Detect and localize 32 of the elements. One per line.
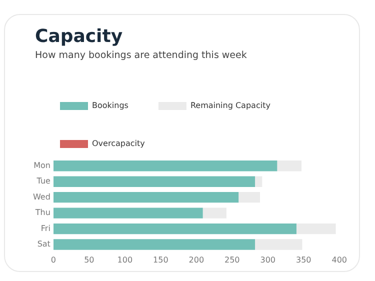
bar bbox=[296, 223, 336, 234]
legend-label: Bookings bbox=[92, 101, 128, 110]
chart-title: Capacity bbox=[35, 26, 123, 47]
y-tick-label: Sat bbox=[37, 240, 50, 249]
y-tick-label: Tue bbox=[36, 176, 51, 186]
x-tick-label: 300 bbox=[260, 255, 276, 264]
y-tick-label: Fri bbox=[40, 224, 50, 233]
x-tick-label: 0 bbox=[50, 255, 56, 264]
x-tick-label: 400 bbox=[332, 255, 348, 264]
bar bbox=[53, 239, 256, 250]
bar bbox=[53, 192, 239, 203]
x-tick-label: 250 bbox=[224, 255, 240, 264]
x-tick-label: 350 bbox=[296, 255, 312, 264]
bar bbox=[255, 239, 302, 250]
x-tick-label: 50 bbox=[84, 255, 94, 264]
legend-label: Overcapacity bbox=[92, 139, 146, 148]
bar bbox=[53, 208, 203, 218]
x-tick-label: 100 bbox=[117, 255, 133, 264]
bar bbox=[202, 208, 226, 218]
y-tick-label: Wed bbox=[32, 192, 50, 202]
y-tick-label: Mon bbox=[34, 160, 50, 170]
bar bbox=[255, 176, 262, 187]
bar bbox=[53, 223, 296, 234]
x-tick-label: 150 bbox=[153, 255, 168, 264]
x-tick-label: 200 bbox=[188, 255, 204, 264]
legend-label: Remaining Capacity bbox=[190, 101, 271, 110]
bar bbox=[53, 160, 278, 172]
y-tick-label: Thu bbox=[34, 208, 50, 218]
bar bbox=[238, 192, 260, 203]
bar bbox=[277, 160, 302, 172]
chart-subtitle: How many bookings are attending this week bbox=[35, 50, 247, 61]
bar bbox=[53, 176, 256, 187]
